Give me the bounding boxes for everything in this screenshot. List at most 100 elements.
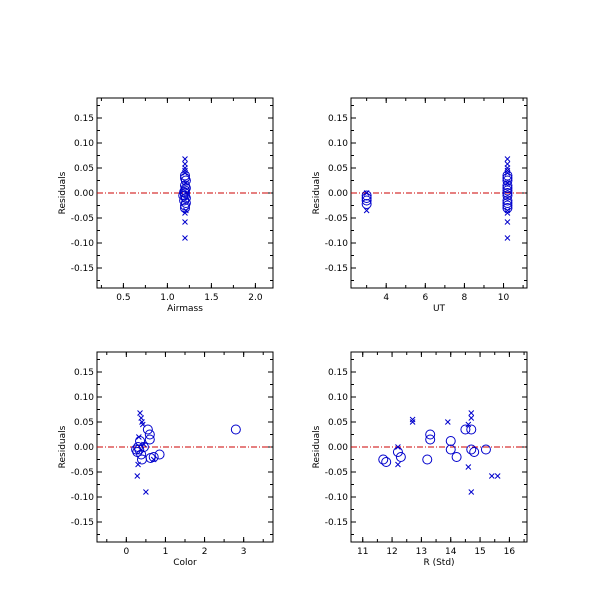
panel-r-std: 0.15 0.10 0.05 0.00 -0.05 -0.10 -0.15 11 12 13 14 1…	[312, 351, 528, 568]
data-point-circle	[138, 442, 149, 452]
data-point-x	[182, 170, 188, 176]
data-point-circle	[502, 198, 513, 208]
y-tick-label: -0.05	[325, 214, 348, 224]
data-point-x	[141, 441, 147, 448]
data-point-circle	[466, 424, 477, 435]
data-point-circle	[136, 449, 147, 460]
data-point-circle	[131, 444, 142, 455]
panel-airmass: 0.15 0.10 0.05 0.00 -0.05 -0.10 -0.15 0.5 1.0 1.5…	[58, 97, 274, 314]
y-tick-label: -0.05	[71, 468, 94, 478]
x-axis-title: R (Std)	[423, 558, 454, 568]
data-point-circle	[502, 188, 513, 198]
data-point-x	[468, 410, 475, 416]
data-point-circle	[136, 454, 147, 465]
data-point-circle	[466, 444, 477, 455]
data-point-circle	[180, 180, 190, 191]
y-tick-label: 0.05	[328, 418, 348, 428]
data-point-circle	[502, 185, 513, 196]
x-tick-label: 3	[241, 547, 247, 557]
data-point-circle	[445, 444, 456, 455]
data-point-x	[504, 165, 511, 171]
y-tick-label: 0.05	[74, 164, 94, 174]
data-point-circle	[154, 449, 165, 460]
data-point-circle	[460, 424, 471, 435]
data-point-circle	[144, 434, 155, 445]
x-axis-title: UT	[433, 304, 446, 314]
y-tick-label: -0.05	[71, 214, 94, 224]
y-tick-label: 0.00	[328, 443, 348, 453]
data-point-x	[134, 473, 141, 479]
x-tick-label: 2	[202, 547, 208, 557]
x-tick-label: 1	[163, 547, 169, 557]
data-point-circle	[179, 187, 190, 197]
data-point-x	[139, 421, 146, 428]
data-point-x	[135, 461, 141, 468]
data-point-x	[504, 167, 511, 174]
data-point-circle	[230, 424, 241, 435]
y-tick-label: 0.10	[328, 139, 348, 149]
x-tick-label: 12	[386, 547, 397, 557]
y-axis-title: Residuals	[58, 171, 68, 214]
data-point-x	[465, 464, 472, 470]
data-point-circle	[480, 444, 491, 455]
y-tick-label: 0.05	[328, 164, 348, 174]
y-tick-label: -0.15	[71, 264, 94, 274]
x-tick-label: 6	[422, 293, 428, 303]
y-tick-label: -0.05	[325, 468, 348, 478]
y-tick-label: -0.10	[325, 493, 349, 503]
data-point-x	[494, 473, 501, 479]
x-tick-label: 15	[474, 547, 485, 557]
y-tick-label: -0.15	[325, 518, 348, 528]
y-axis-title: Residuals	[58, 425, 68, 468]
data-point-x	[409, 419, 416, 425]
data-point-circle	[180, 188, 190, 198]
x-axis-title: Color	[173, 558, 197, 568]
y-tick-label: 0.15	[74, 368, 94, 378]
y-tick-label: -0.15	[325, 264, 348, 274]
data-point-x	[150, 456, 157, 463]
data-point-x	[504, 235, 511, 241]
x-tick-label: 4	[383, 293, 389, 303]
data-point-x	[135, 434, 142, 440]
data-point-circle	[502, 190, 513, 201]
y-tick-label: 0.00	[74, 443, 94, 453]
y-tick-label: 0.15	[328, 114, 348, 124]
data-point-x	[395, 444, 401, 450]
y-axis-title: Residuals	[312, 171, 322, 214]
data-point-x	[182, 167, 188, 174]
data-point-circle	[425, 429, 436, 440]
data-point-x	[504, 170, 511, 176]
y-tick-label: 0.15	[74, 114, 94, 124]
data-point-x	[183, 180, 189, 186]
panel-color: 0.15 0.10 0.05 0.00 -0.05 -0.10 -0.15 0 1 2 3 Color…	[58, 351, 274, 568]
y-tick-label: -0.10	[71, 493, 95, 503]
data-point-x	[465, 421, 472, 428]
data-point-x	[468, 489, 475, 495]
y-tick-label: 0.10	[74, 393, 94, 403]
data-point-circle	[392, 447, 403, 457]
data-point-circle	[451, 452, 462, 462]
data-point-circle	[422, 454, 433, 465]
data-point-x	[444, 419, 451, 425]
data-point-circle	[378, 454, 389, 465]
data-point-x	[182, 235, 188, 241]
y-tick-label: -0.15	[71, 518, 94, 528]
data-point-x	[183, 207, 189, 214]
y-tick-label: 0.15	[328, 368, 348, 378]
data-point-circle	[469, 447, 480, 457]
data-point-x	[504, 180, 511, 186]
data-point-circle	[361, 195, 372, 206]
data-point-circle	[180, 190, 190, 201]
y-tick-label: -0.10	[71, 239, 95, 249]
data-point-circle	[142, 424, 153, 435]
data-point-circle	[144, 429, 155, 440]
y-tick-label: 0.10	[328, 393, 348, 403]
y-tick-label: 0.10	[74, 139, 94, 149]
data-point-x	[504, 219, 511, 225]
data-point-circle	[395, 452, 406, 462]
y-tick-label: 0.00	[74, 189, 94, 199]
data-point-x	[143, 489, 149, 495]
y-axis-title: Residuals	[312, 425, 322, 468]
x-tick-label: 8	[462, 293, 468, 303]
